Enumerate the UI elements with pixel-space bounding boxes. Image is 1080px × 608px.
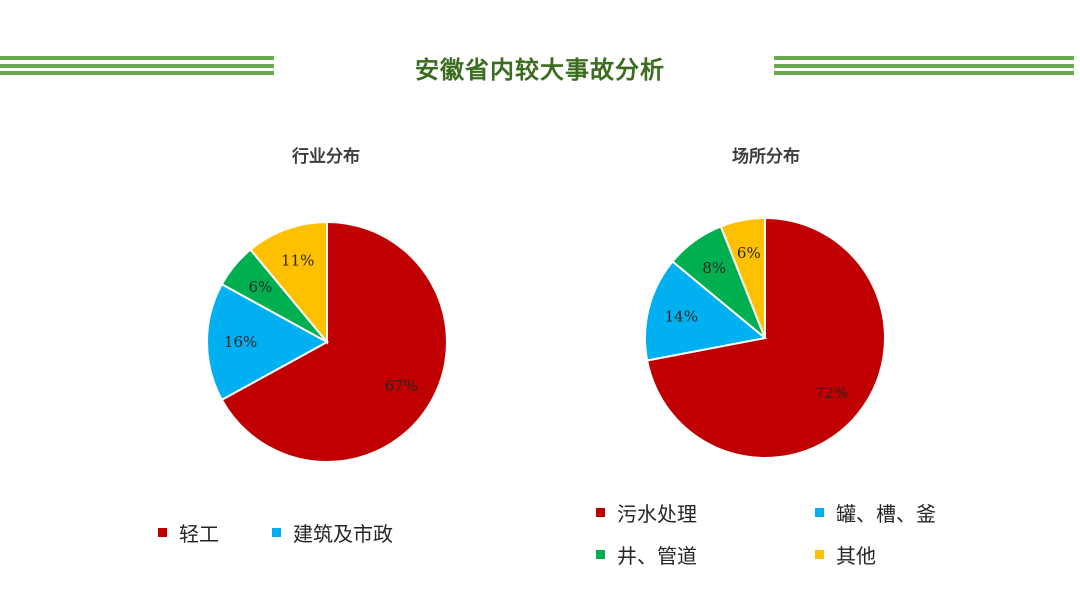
pie-chart-location: 72% 14% 8% 6% bbox=[644, 216, 886, 459]
legend-swatch bbox=[596, 550, 605, 559]
legend-item: 其他 bbox=[815, 540, 876, 569]
legend-swatch bbox=[272, 528, 281, 537]
pie-slice bbox=[644, 260, 768, 362]
legend-item: 轻工 bbox=[158, 518, 219, 547]
legend-label: 污水处理 bbox=[617, 502, 697, 526]
slide-title: 安徽省内较大事故分析 bbox=[415, 56, 665, 84]
legend-item: 罐、槽、釜 bbox=[815, 498, 936, 527]
pie-data-label: 6% bbox=[249, 278, 273, 296]
title-decoration-left bbox=[0, 56, 274, 76]
legend-swatch bbox=[596, 508, 605, 517]
legend-item: 建筑及市政 bbox=[272, 518, 393, 547]
chart-title-industry: 行业分布 bbox=[292, 147, 360, 167]
chart-title-location: 场所分布 bbox=[732, 147, 800, 167]
legend-label: 建筑及市政 bbox=[293, 522, 393, 546]
legend-label: 罐、槽、釜 bbox=[836, 502, 936, 526]
pie-slice bbox=[249, 220, 328, 345]
legend-label: 轻工 bbox=[179, 522, 219, 546]
legend-label: 其他 bbox=[836, 544, 876, 568]
pie-data-label: 67% bbox=[385, 377, 418, 395]
legend-label: 井、管道 bbox=[617, 544, 697, 568]
pie-data-label: 11% bbox=[281, 252, 314, 270]
pie-data-label: 14% bbox=[665, 308, 698, 326]
legend-swatch bbox=[815, 508, 824, 517]
legend-item: 污水处理 bbox=[596, 498, 697, 527]
pie-data-label: 6% bbox=[737, 244, 761, 262]
pie-data-label: 16% bbox=[224, 333, 257, 351]
pie-slice bbox=[719, 216, 766, 339]
pie-slice bbox=[220, 220, 448, 463]
legend-swatch bbox=[158, 528, 167, 537]
pie-data-label: 72% bbox=[815, 384, 848, 402]
legend-swatch bbox=[815, 550, 824, 559]
legend-item: 井、管道 bbox=[596, 540, 697, 569]
pie-chart-industry: 67% 16% 6% 11% bbox=[206, 220, 448, 463]
title-decoration-right bbox=[774, 56, 1074, 76]
pie-data-label: 8% bbox=[702, 259, 726, 277]
pie-slice bbox=[206, 282, 330, 402]
